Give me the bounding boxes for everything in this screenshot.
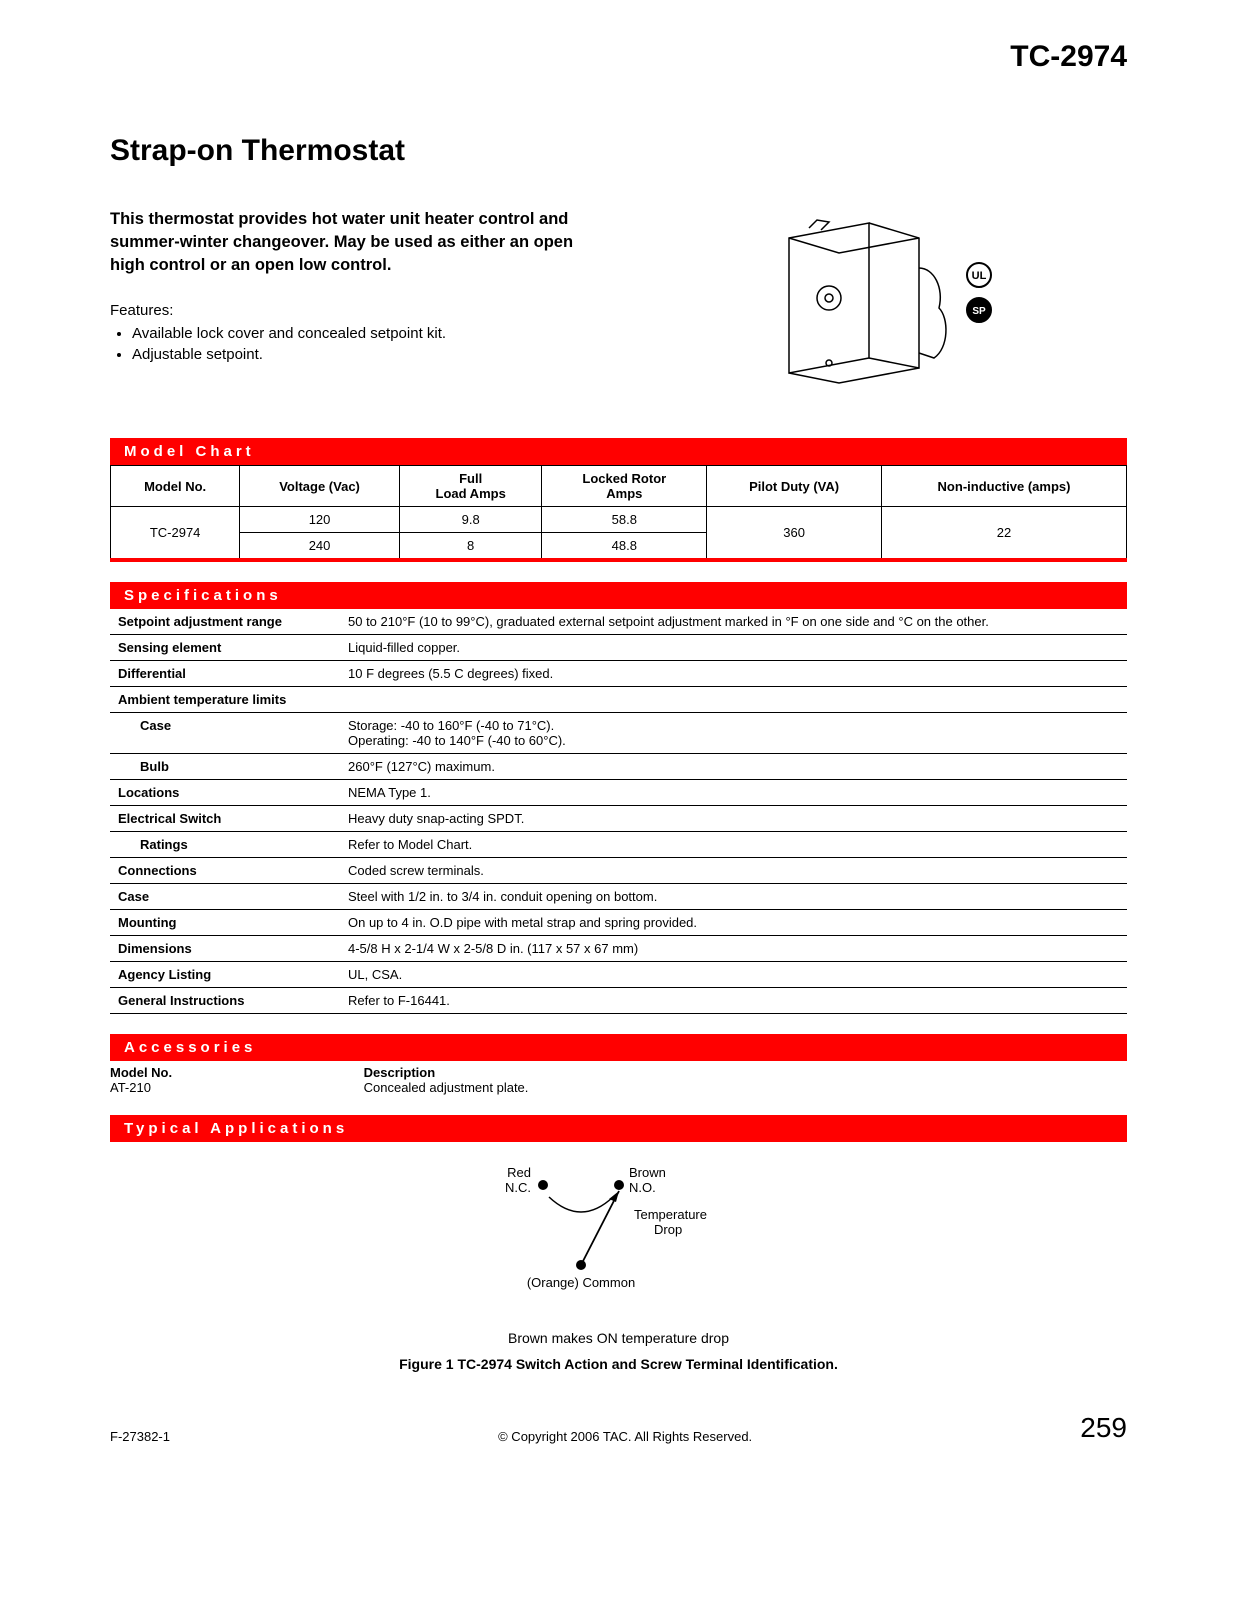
model-chart-red-rule bbox=[110, 558, 1127, 562]
spec-value: Storage: -40 to 160°F (-40 to 71°C). Ope… bbox=[340, 713, 1127, 754]
mc-full: 9.8 bbox=[399, 507, 542, 533]
intro-text-block: This thermostat provides hot water unit … bbox=[110, 208, 590, 408]
mc-locked: 58.8 bbox=[542, 507, 707, 533]
feature-item: Adjustable setpoint. bbox=[132, 346, 590, 363]
section-bar-applications: Typical Applications bbox=[110, 1115, 1127, 1142]
spec-sublabel: Ratings bbox=[110, 832, 340, 858]
section-bar-specs: Specifications bbox=[110, 582, 1127, 609]
svg-text:Red: Red bbox=[507, 1165, 531, 1180]
spec-value: 10 F degrees (5.5 C degrees) fixed. bbox=[340, 661, 1127, 687]
feature-item: Available lock cover and concealed setpo… bbox=[132, 325, 590, 342]
page: TC-2974 Strap-on Thermostat This thermos… bbox=[0, 0, 1237, 1494]
mc-voltage: 240 bbox=[240, 533, 400, 559]
footer-page-number: 259 bbox=[1080, 1412, 1127, 1444]
spec-label: Case bbox=[110, 884, 340, 910]
mc-voltage: 120 bbox=[240, 507, 400, 533]
spec-label: Electrical Switch bbox=[110, 806, 340, 832]
spec-value: Refer to Model Chart. bbox=[340, 832, 1127, 858]
svg-text:UL: UL bbox=[971, 270, 986, 282]
spec-label: Connections bbox=[110, 858, 340, 884]
svg-text:N.C.: N.C. bbox=[505, 1180, 531, 1195]
features-label: Features: bbox=[110, 302, 590, 319]
product-illustration: UL SP bbox=[630, 208, 1127, 408]
spec-label: General Instructions bbox=[110, 988, 340, 1014]
mc-full: 8 bbox=[399, 533, 542, 559]
mc-h-locked: Locked Rotor Amps bbox=[542, 466, 707, 507]
spec-label: Ambient temperature limits bbox=[110, 687, 340, 713]
accessories-table: Model No. Description AT-210 Concealed a… bbox=[110, 1065, 1127, 1095]
spec-value: NEMA Type 1. bbox=[340, 780, 1127, 806]
mc-h-model: Model No. bbox=[111, 466, 240, 507]
acc-model: AT-210 bbox=[110, 1080, 360, 1095]
specs-table: Setpoint adjustment range50 to 210°F (10… bbox=[110, 609, 1127, 1014]
model-header: TC-2974 bbox=[110, 40, 1127, 74]
spec-label: Mounting bbox=[110, 910, 340, 936]
spec-label: Agency Listing bbox=[110, 962, 340, 988]
acc-h-desc: Description bbox=[364, 1065, 436, 1080]
svg-text:(Orange) Common: (Orange) Common bbox=[526, 1275, 634, 1290]
svg-text:N.O.: N.O. bbox=[629, 1180, 656, 1195]
mc-model: TC-2974 bbox=[111, 507, 240, 559]
mc-pilot: 360 bbox=[707, 507, 882, 559]
spec-value: Coded screw terminals. bbox=[340, 858, 1127, 884]
svg-text:Temperature: Temperature bbox=[634, 1207, 707, 1222]
switch-action-icon: Red N.C. Brown N.O. Temperature Drop (Or… bbox=[479, 1157, 759, 1317]
section-bar-model-chart: Model Chart bbox=[110, 438, 1127, 465]
spec-label: Locations bbox=[110, 780, 340, 806]
footer-copyright: © Copyright 2006 TAC. All Rights Reserve… bbox=[170, 1429, 1080, 1444]
spec-label: Dimensions bbox=[110, 936, 340, 962]
mc-h-pilot: Pilot Duty (VA) bbox=[707, 466, 882, 507]
model-chart-table: Model No. Voltage (Vac) Full Load Amps L… bbox=[110, 465, 1127, 559]
spec-value: Refer to F-16441. bbox=[340, 988, 1127, 1014]
mc-nonind: 22 bbox=[882, 507, 1127, 559]
svg-text:Drop: Drop bbox=[654, 1222, 682, 1237]
spec-value: 50 to 210°F (10 to 99°C), graduated exte… bbox=[340, 609, 1127, 635]
mc-h-voltage: Voltage (Vac) bbox=[240, 466, 400, 507]
footer-doc-no: F-27382-1 bbox=[110, 1429, 170, 1444]
svg-text:SP: SP bbox=[972, 306, 986, 317]
spec-value: 4-5/8 H x 2-1/4 W x 2-5/8 D in. (117 x 5… bbox=[340, 936, 1127, 962]
mc-h-full: Full Load Amps bbox=[399, 466, 542, 507]
spec-value: Liquid-filled copper. bbox=[340, 635, 1127, 661]
spec-value: Heavy duty snap-acting SPDT. bbox=[340, 806, 1127, 832]
spec-label: Setpoint adjustment range bbox=[110, 609, 340, 635]
switch-diagram: Red N.C. Brown N.O. Temperature Drop (Or… bbox=[110, 1157, 1127, 1372]
features-list: Available lock cover and concealed setpo… bbox=[110, 325, 590, 363]
diagram-caption: Brown makes ON temperature drop bbox=[110, 1330, 1127, 1346]
spec-value: On up to 4 in. O.D pipe with metal strap… bbox=[340, 910, 1127, 936]
spec-label: Sensing element bbox=[110, 635, 340, 661]
thermostat-icon: UL SP bbox=[749, 208, 1009, 408]
page-footer: F-27382-1 © Copyright 2006 TAC. All Righ… bbox=[110, 1412, 1127, 1444]
mc-h-nonind: Non-inductive (amps) bbox=[882, 466, 1127, 507]
acc-h-model: Model No. bbox=[110, 1065, 360, 1080]
figure-caption: Figure 1 TC-2974 Switch Action and Screw… bbox=[110, 1356, 1127, 1372]
spec-label: Differential bbox=[110, 661, 340, 687]
acc-desc: Concealed adjustment plate. bbox=[364, 1080, 529, 1095]
page-title: Strap-on Thermostat bbox=[110, 134, 1127, 168]
spec-value: 260°F (127°C) maximum. bbox=[340, 754, 1127, 780]
intro-paragraph: This thermostat provides hot water unit … bbox=[110, 208, 590, 277]
mc-locked: 48.8 bbox=[542, 533, 707, 559]
spec-sublabel: Bulb bbox=[110, 754, 340, 780]
spec-value bbox=[340, 687, 1127, 713]
section-bar-accessories: Accessories bbox=[110, 1034, 1127, 1061]
intro-row: This thermostat provides hot water unit … bbox=[110, 208, 1127, 408]
svg-text:Brown: Brown bbox=[629, 1165, 666, 1180]
spec-sublabel: Case bbox=[110, 713, 340, 754]
spec-value: UL, CSA. bbox=[340, 962, 1127, 988]
spec-value: Steel with 1/2 in. to 3/4 in. conduit op… bbox=[340, 884, 1127, 910]
